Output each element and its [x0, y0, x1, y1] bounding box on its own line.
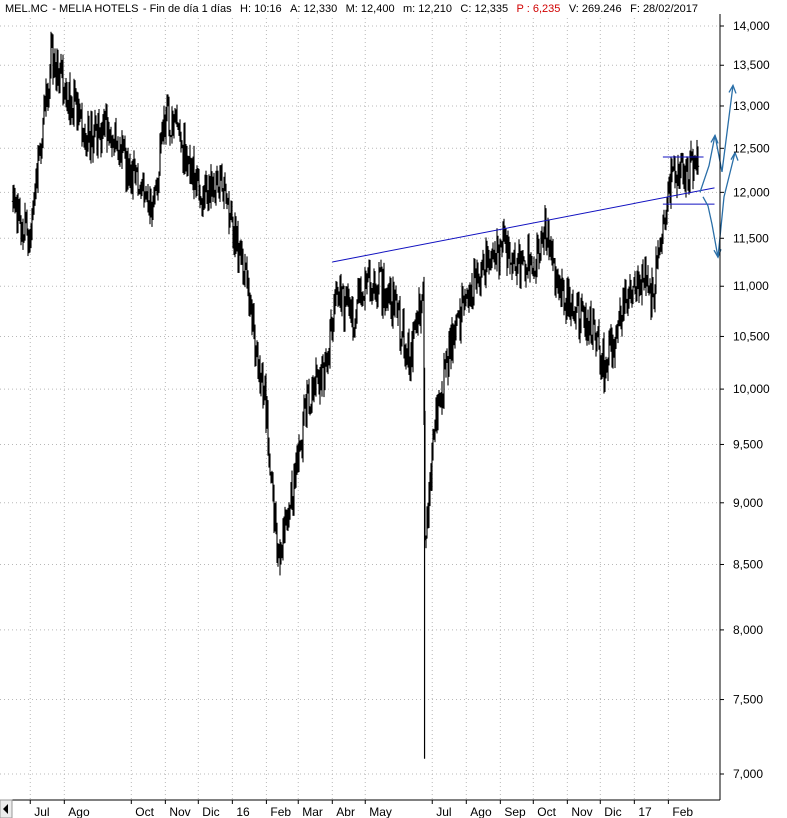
grid-lines: [0, 14, 720, 800]
header-quote: MEL.MC - MELIA HOTELS - Fin de día 1 día…: [5, 0, 698, 16]
header-close: C: 12,335: [460, 3, 508, 15]
x-tick-label: May: [369, 805, 392, 818]
arrow-head-up-icon: [730, 151, 739, 161]
x-tick-label: Feb: [672, 805, 693, 818]
header-change: P : 6,235: [517, 3, 561, 15]
header-name: MELIA HOTELS: [59, 3, 138, 15]
x-tick-label: Ago: [470, 805, 492, 818]
arrow-head-up-icon: [728, 83, 737, 94]
y-tick-label: 7,000: [733, 767, 763, 781]
y-tick-label: 7,500: [733, 693, 763, 707]
header-ticker: MEL.MC: [5, 3, 48, 15]
y-tick-label: 14,000: [733, 19, 770, 33]
y-tick-label: 12,000: [733, 185, 770, 199]
trendline[interactable]: [332, 187, 715, 263]
x-axis: Jul Ago Oct Nov Dic 16 Feb Mar Abr May Jul Ago Sep Oc…: [29, 800, 693, 818]
x-tick-label: Ago: [68, 805, 90, 818]
header-separator: -: [143, 3, 150, 15]
chart-header: MEL.MC - MELIA HOTELS - Fin de día 1 día…: [0, 0, 698, 16]
x-tick-label: Oct: [135, 805, 154, 818]
x-tick-label: Jul: [34, 805, 49, 818]
y-tick-label: 9,000: [733, 496, 763, 510]
x-tick-label: Dic: [604, 805, 621, 818]
y-tick-label: 9,500: [733, 437, 763, 451]
x-tick-label: Dic: [202, 805, 219, 818]
y-tick-label: 13,000: [733, 99, 770, 113]
y-tick-label: 11,000: [733, 279, 769, 293]
x-tick-label: 16: [236, 805, 250, 818]
bullish-projection-arrow[interactable]: [699, 83, 737, 193]
x-tick-label: Nov: [169, 805, 190, 818]
x-tick-label: Sep: [504, 805, 526, 818]
x-tick-label: 17: [638, 805, 652, 818]
x-tick-label: Jul: [436, 805, 451, 818]
y-tick-label: 8,000: [733, 623, 763, 637]
header-hour: H: 10:16: [240, 3, 282, 15]
y-tick-label: 12,500: [733, 141, 770, 155]
x-tick-label: Abr: [336, 805, 355, 818]
header-date: F: 28/02/2017: [630, 3, 698, 15]
x-tick-label: Nov: [571, 805, 592, 818]
y-tick-label: 11,500: [733, 231, 769, 245]
x-tick-label: Mar: [302, 805, 323, 818]
y-tick-label: 13,500: [733, 58, 770, 72]
header-open: A: 12,330: [290, 3, 337, 15]
header-low: m: 12,210: [403, 3, 452, 15]
arrow-head-up-icon: [710, 133, 719, 144]
header-separator: -: [52, 3, 59, 15]
header-volume: V: 269.246: [569, 3, 622, 15]
x-tick-label: Oct: [537, 805, 556, 818]
y-axis: 14,000 13,500 13,000 12,500 12,000 11,500 11,0…: [0, 14, 770, 801]
chart-annotations: [332, 83, 739, 263]
scroll-left-arrow-icon: [3, 804, 8, 814]
y-tick-label: 10,000: [733, 382, 770, 396]
price-series: [11, 31, 700, 759]
y-tick-label: 8,500: [733, 557, 763, 571]
x-tick-label: Feb: [270, 805, 291, 818]
scroll-left-button[interactable]: [0, 799, 13, 818]
header-high: M: 12,400: [346, 3, 395, 15]
price-bar: [696, 146, 700, 175]
header-background: [0, 0, 673, 16]
y-tick-label: 10,500: [733, 329, 770, 343]
header-period: Fin de día 1 días: [150, 3, 232, 15]
